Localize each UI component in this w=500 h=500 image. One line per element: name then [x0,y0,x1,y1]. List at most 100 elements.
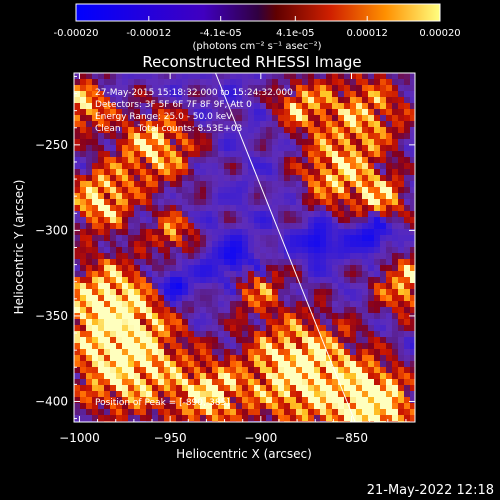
heatmap-cell [374,241,380,247]
heatmap-cell [242,403,248,409]
heatmap-cell [206,181,212,187]
heatmap-cell [140,139,146,145]
heatmap-cell [356,181,362,187]
heatmap-cell [260,373,266,379]
heatmap-cell [236,301,242,307]
heatmap-cell [236,295,242,301]
heatmap-cell [386,235,392,241]
heatmap-cell [302,151,308,157]
heatmap-cell [404,241,410,247]
heatmap-cell [152,181,158,187]
heatmap-cell [362,73,368,79]
heatmap-cell [320,187,326,193]
heatmap-cell [200,205,206,211]
heatmap-cell [404,301,410,307]
heatmap-cell [362,397,368,403]
heatmap-cell [152,331,158,337]
heatmap-cell [230,277,236,283]
heatmap-cell [170,85,176,91]
heatmap-cell [392,169,398,175]
heatmap-cell [362,205,368,211]
heatmap-cell [158,343,164,349]
heatmap-cell [242,211,248,217]
heatmap-cell [164,193,170,199]
heatmap-cell [362,289,368,295]
heatmap-cell [182,283,188,289]
heatmap-cell [254,97,260,103]
heatmap-cell [368,373,374,379]
heatmap-cell [332,283,338,289]
heatmap-cell [98,307,104,313]
heatmap-cell [98,187,104,193]
heatmap-cell [296,337,302,343]
heatmap-cell [320,151,326,157]
heatmap-cell [188,295,194,301]
heatmap-cell [128,211,134,217]
heatmap-cell [290,199,296,205]
heatmap-cell [410,319,415,325]
heatmap-cell [158,337,164,343]
heatmap-cell [332,91,338,97]
heatmap-cell [110,79,116,85]
heatmap-cell [188,181,194,187]
heatmap-cell [116,301,122,307]
heatmap-cell [122,337,128,343]
heatmap-cell [158,175,164,181]
heatmap-cell [362,337,368,343]
heatmap-cell [338,229,344,235]
heatmap-cell [98,367,104,373]
heatmap-cell [236,313,242,319]
heatmap-cell [116,199,122,205]
heatmap-cell [248,361,254,367]
heatmap-cell [206,373,212,379]
heatmap-cell [122,349,128,355]
heatmap-cell [320,235,326,241]
heatmap-cell [176,313,182,319]
heatmap-cell [176,97,182,103]
heatmap-cell [188,409,194,415]
heatmap-cell [326,379,332,385]
heatmap-cell [206,121,212,127]
heatmap-cell [110,145,116,151]
heatmap-cell [158,133,164,139]
heatmap-cell [260,313,266,319]
heatmap-cell [266,325,272,331]
heatmap-cell [266,133,272,139]
heatmap-cell [248,151,254,157]
heatmap-cell [158,271,164,277]
heatmap-cell [158,373,164,379]
heatmap-cell [320,247,326,253]
heatmap-cell [200,127,206,133]
heatmap-cell [278,169,284,175]
heatmap-cell [164,169,170,175]
heatmap-cell [404,373,410,379]
heatmap-cell [284,187,290,193]
heatmap-cell [152,355,158,361]
heatmap-cell [272,295,278,301]
heatmap-cell [200,175,206,181]
heatmap-cell [344,79,350,85]
heatmap-cell [248,175,254,181]
heatmap-cell [206,115,212,121]
heatmap-cell [212,289,218,295]
heatmap-cell [158,79,164,85]
heatmap-cell [320,127,326,133]
heatmap-cell [164,163,170,169]
heatmap-cell [314,373,320,379]
heatmap-cell [200,85,206,91]
heatmap-cell [152,301,158,307]
heatmap-cell [248,217,254,223]
heatmap-cell [362,85,368,91]
heatmap-cell [80,121,86,127]
heatmap-cell [152,385,158,391]
heatmap-cell [176,199,182,205]
heatmap-cell [224,379,230,385]
colorbar-ticks: -0.00020 -0.00012 -4.1e-05 4.1e-05 0.00012 0.… [54,16,461,39]
heatmap-cell [290,133,296,139]
heatmap-cell [128,259,134,265]
heatmap-cell [314,259,320,265]
heatmap-cell [290,103,296,109]
heatmap-cell [350,217,356,223]
heatmap-cell [326,397,332,403]
heatmap-cell [314,283,320,289]
